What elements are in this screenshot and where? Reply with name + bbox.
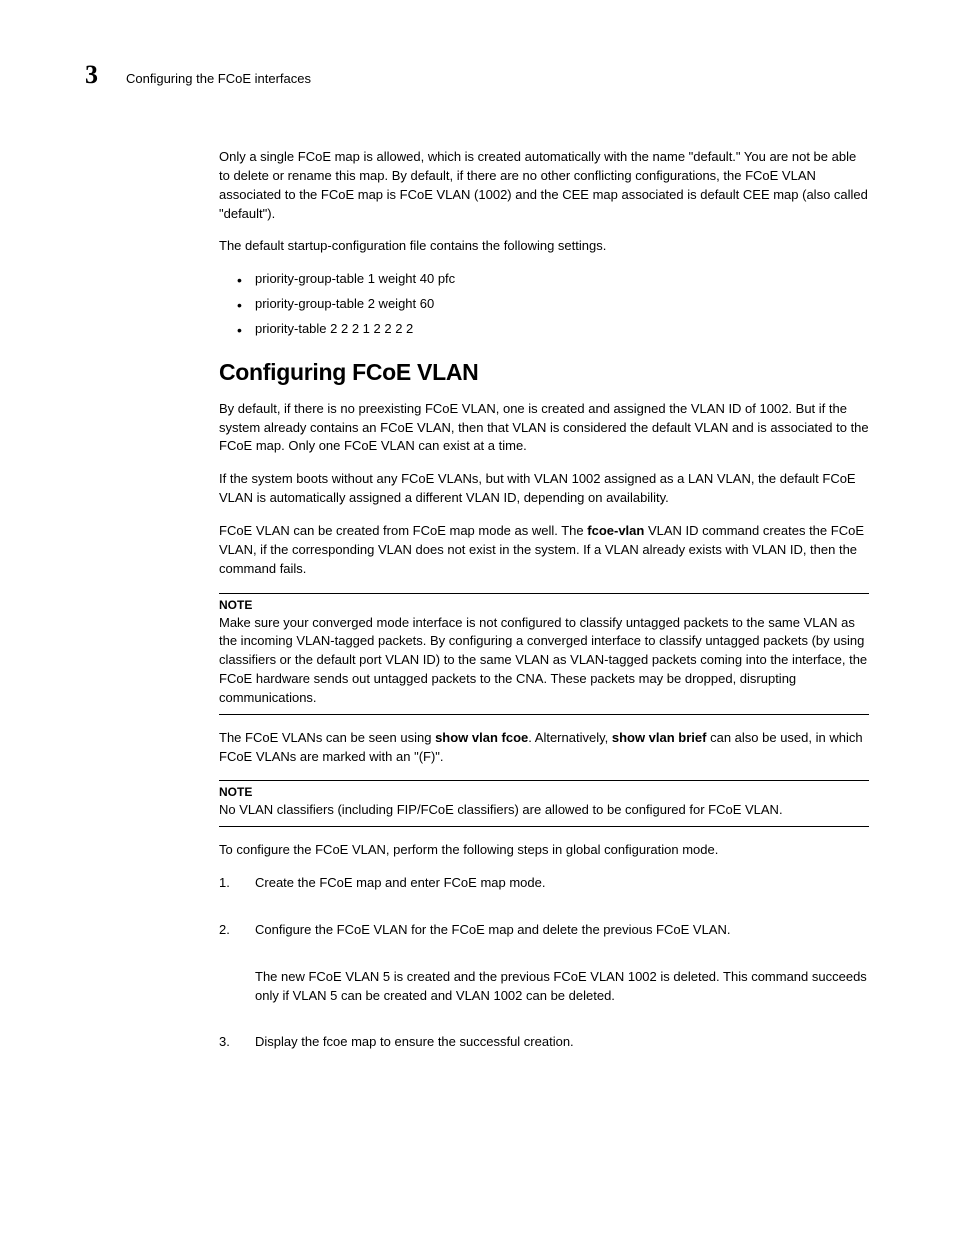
step-text: Display the fcoe map to ensure the succe… (255, 1034, 574, 1049)
vlan-paragraph-2: If the system boots without any FCoE VLA… (219, 470, 869, 508)
step-text: Configure the FCoE VLAN for the FCoE map… (255, 922, 730, 937)
subsection-heading: Configuring FCoE VLAN (219, 359, 869, 386)
vlan-paragraph-1: By default, if there is no preexisting F… (219, 400, 869, 457)
intro-paragraph-1: Only a single FCoE map is allowed, which… (219, 148, 869, 223)
note-label: NOTE (219, 598, 869, 612)
command-name: show vlan brief (612, 730, 707, 745)
note-text: No VLAN classifiers (including FIP/FCoE … (219, 802, 783, 817)
list-item: 3. Display the fcoe map to ensure the su… (219, 1033, 869, 1052)
step-number: 3. (219, 1033, 230, 1052)
note-text: Make sure your converged mode interface … (219, 615, 867, 705)
list-item: priority-group-table 2 weight 60 (219, 295, 869, 314)
steps-list: 1. Create the FCoE map and enter FCoE ma… (219, 874, 869, 1052)
vlan-paragraph-4: The FCoE VLANs can be seen using show vl… (219, 729, 869, 767)
page-content: Only a single FCoE map is allowed, which… (219, 148, 869, 1052)
list-item: priority-group-table 1 weight 40 pfc (219, 270, 869, 289)
text-fragment: FCoE VLAN can be created from FCoE map m… (219, 523, 587, 538)
section-title: Configuring the FCoE interfaces (126, 71, 311, 86)
step-sub-paragraph: The new FCoE VLAN 5 is created and the p… (255, 968, 869, 1006)
chapter-number: 3 (85, 60, 98, 90)
note-box-1: NOTE Make sure your converged mode inter… (219, 593, 869, 715)
note-label: NOTE (219, 785, 869, 799)
list-item: priority-table 2 2 2 1 2 2 2 2 (219, 320, 869, 339)
step-text: Create the FCoE map and enter FCoE map m… (255, 875, 545, 890)
text-fragment: The FCoE VLANs can be seen using (219, 730, 435, 745)
list-item: 2. Configure the FCoE VLAN for the FCoE … (219, 921, 869, 1006)
step-number: 2. (219, 921, 230, 940)
settings-list: priority-group-table 1 weight 40 pfc pri… (219, 270, 869, 339)
page-header: 3 Configuring the FCoE interfaces (85, 60, 869, 90)
list-item: 1. Create the FCoE map and enter FCoE ma… (219, 874, 869, 893)
note-box-2: NOTE No VLAN classifiers (including FIP/… (219, 780, 869, 827)
text-fragment: . Alternatively, (528, 730, 612, 745)
vlan-paragraph-5: To configure the FCoE VLAN, perform the … (219, 841, 869, 860)
command-name: fcoe-vlan (587, 523, 644, 538)
command-name: show vlan fcoe (435, 730, 528, 745)
step-number: 1. (219, 874, 230, 893)
intro-paragraph-2: The default startup-configuration file c… (219, 237, 869, 256)
vlan-paragraph-3: FCoE VLAN can be created from FCoE map m… (219, 522, 869, 579)
